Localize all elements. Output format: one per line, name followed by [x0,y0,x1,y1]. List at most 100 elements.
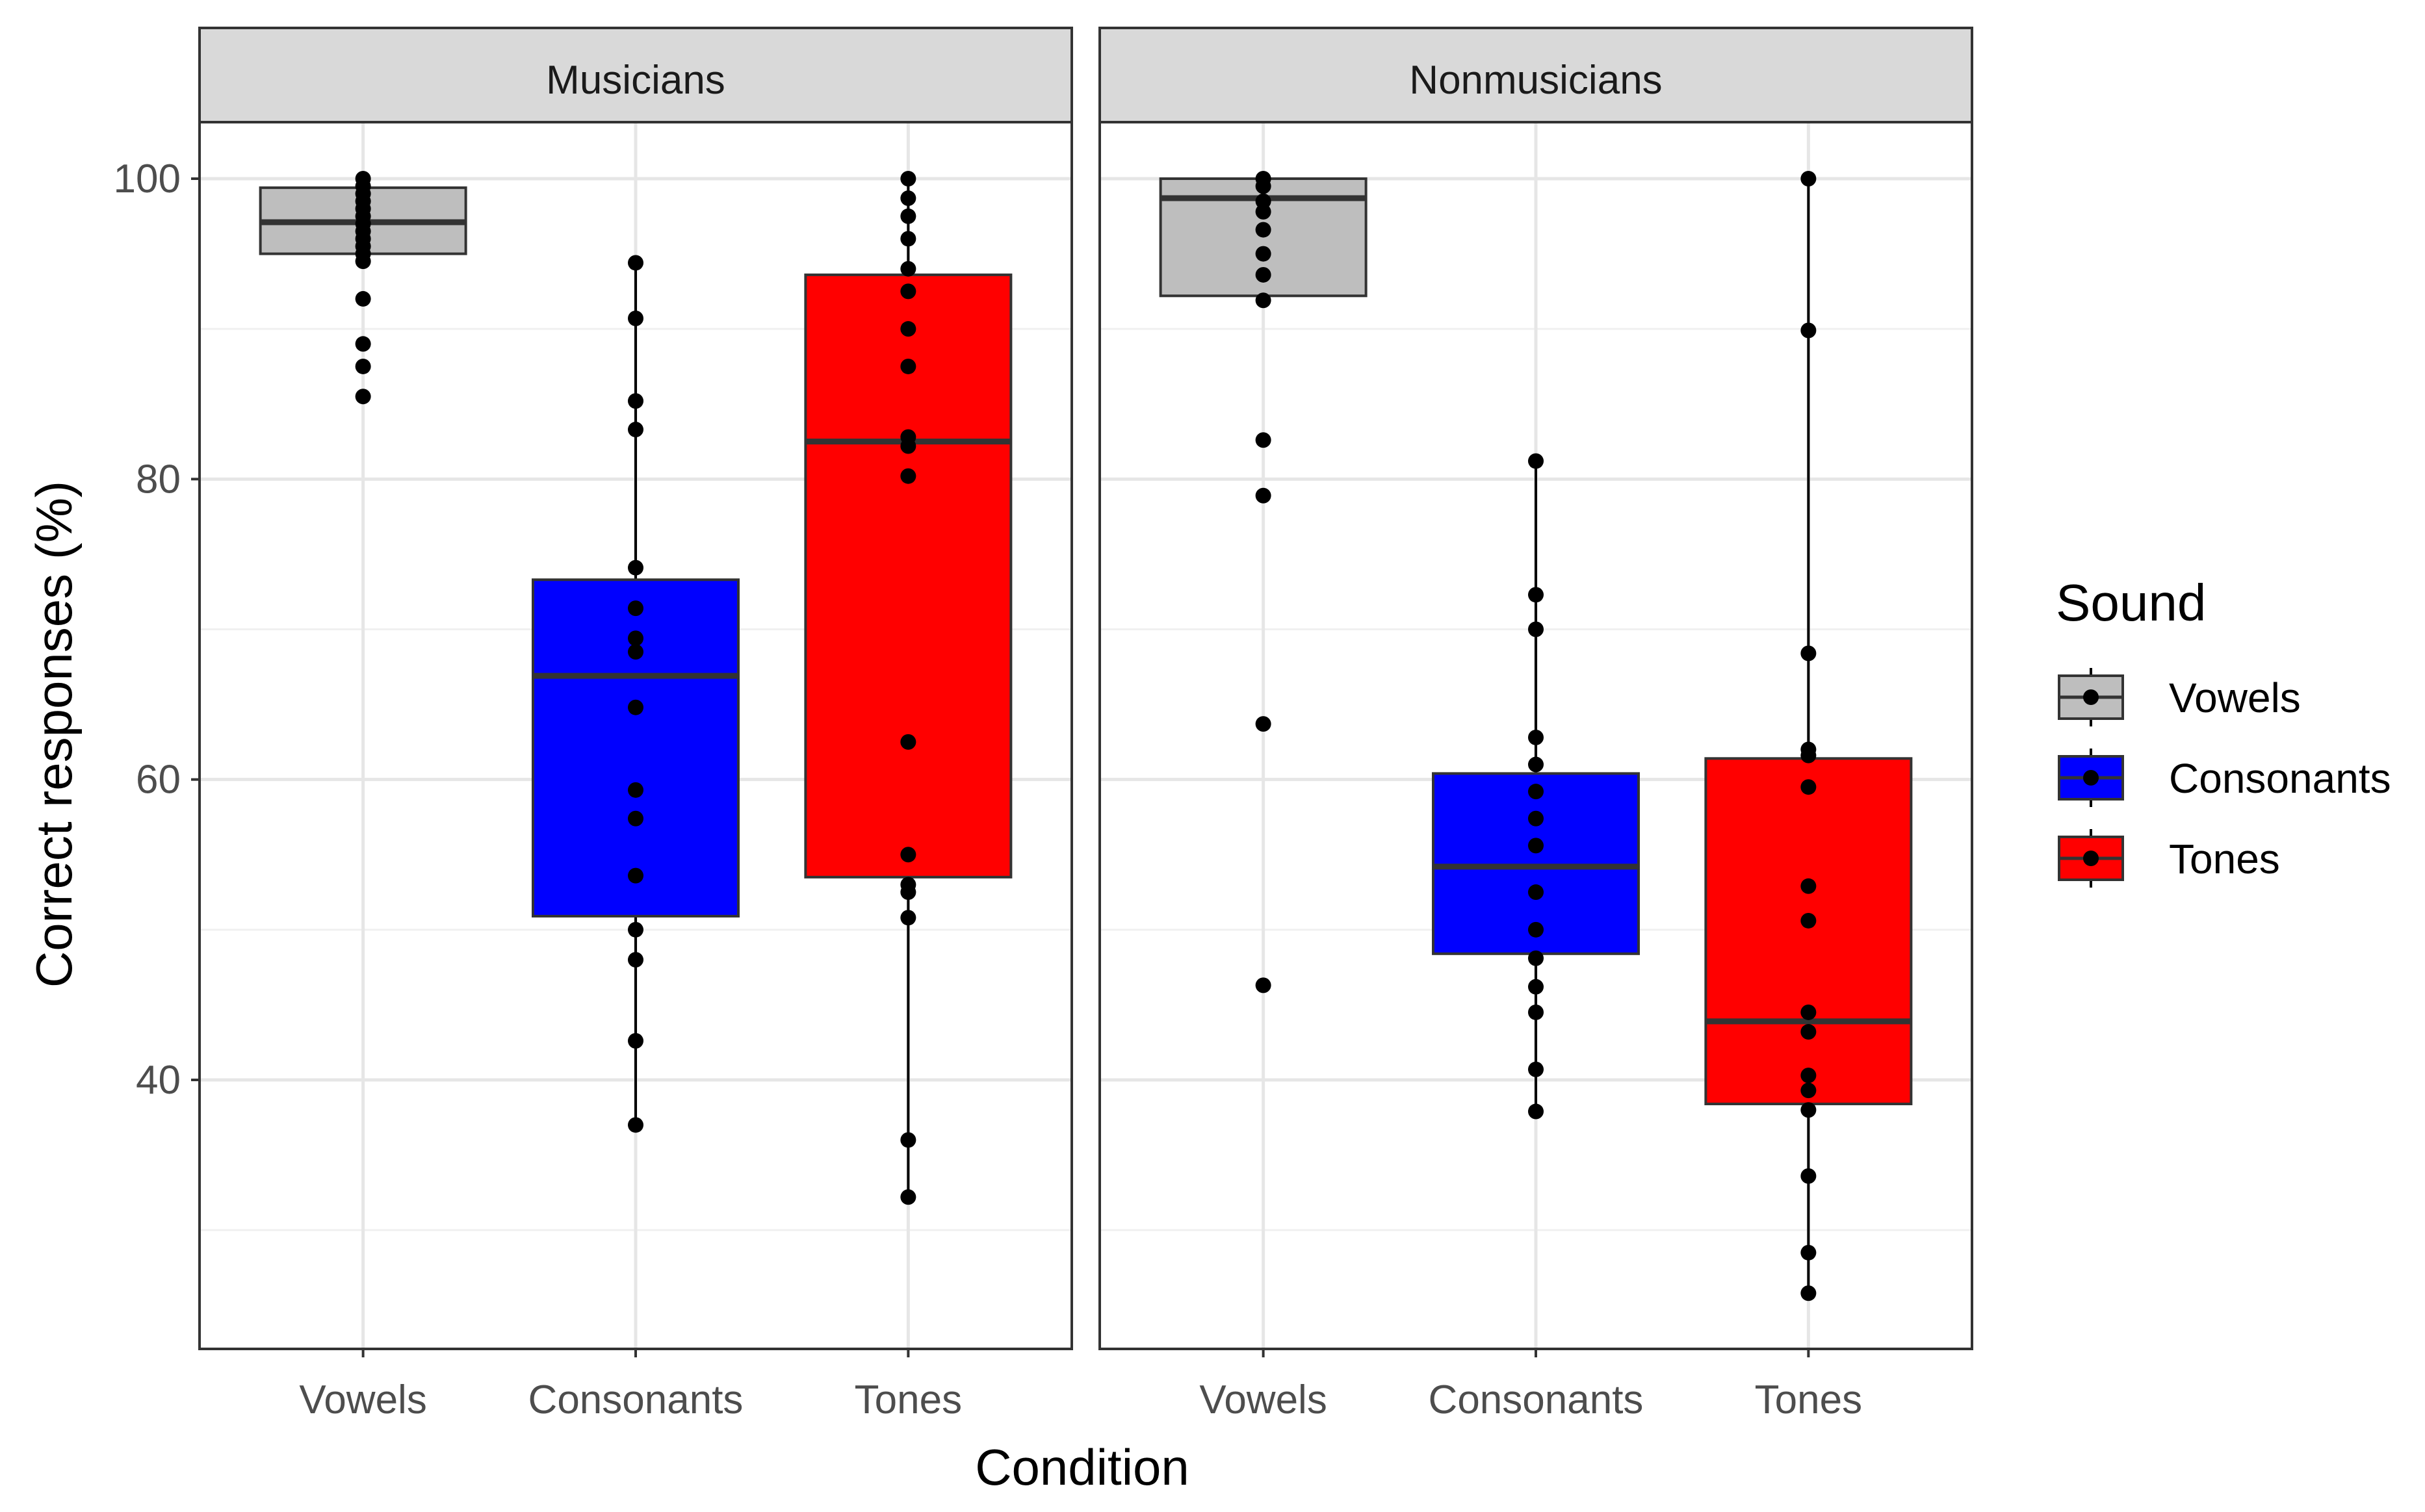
legend-label-vowels: Vowels [2169,674,2301,721]
point-musicians-tones-12 [900,847,916,863]
point-musicians-tones-10 [900,468,916,484]
x-tick-label-musicians-consonants: Consonants [528,1377,744,1422]
point-musicians-tones-17 [900,1189,916,1205]
point-nonmusicians-vowels-5 [1255,246,1271,262]
point-musicians-consonants-12 [628,921,643,938]
point-musicians-tones-2 [900,208,916,224]
point-musicians-consonants-0 [628,255,643,271]
point-musicians-consonants-7 [628,644,643,660]
point-nonmusicians-consonants-5 [1528,784,1544,800]
y-tick-label-100: 100 [114,157,181,201]
point-musicians-tones-15 [900,910,916,926]
point-nonmusicians-consonants-9 [1528,921,1544,938]
point-musicians-tones-3 [900,231,916,247]
point-musicians-tones-5 [900,283,916,300]
point-musicians-vowels-13 [355,336,371,352]
point-musicians-consonants-10 [628,810,643,826]
x-axis-title: Condition [975,1439,1189,1496]
point-musicians-consonants-14 [628,1032,643,1049]
point-nonmusicians-consonants-2 [1528,621,1544,637]
point-nonmusicians-tones-1 [1800,322,1817,339]
point-nonmusicians-tones-8 [1800,1004,1817,1020]
box-musicians-consonants [532,578,740,918]
strip-nonmusicians [1098,27,1973,123]
point-nonmusicians-tones-6 [1800,878,1817,894]
point-musicians-tones-16 [900,1132,916,1148]
point-musicians-vowels-15 [355,389,371,405]
point-nonmusicians-tones-13 [1800,1168,1817,1184]
point-nonmusicians-vowels-10 [1255,716,1271,732]
point-nonmusicians-consonants-11 [1528,979,1544,995]
point-nonmusicians-consonants-13 [1528,1061,1544,1077]
y-tick-label-40: 40 [136,1058,181,1103]
x-tick-label-nonmusicians-tones: Tones [1755,1377,1862,1422]
panel-musicians: Musicians [198,27,1073,1350]
point-musicians-vowels-14 [355,358,371,374]
point-nonmusicians-tones-11 [1800,1083,1817,1099]
x-tick-label-nonmusicians-consonants: Consonants [1429,1377,1644,1422]
point-nonmusicians-vowels-1 [1255,178,1271,194]
point-nonmusicians-tones-0 [1800,171,1817,186]
legend-keys: Vowels Consonants Tones [2058,668,2391,888]
point-musicians-consonants-5 [628,600,643,617]
y-axis-title: Correct responses (%) [25,481,83,988]
x-tick-label-nonmusicians-vowels: Vowels [1199,1377,1327,1422]
x-tick-label-musicians-tones: Tones [855,1377,962,1422]
point-musicians-consonants-1 [628,310,643,326]
point-nonmusicians-vowels-6 [1255,266,1271,283]
point-nonmusicians-consonants-14 [1528,1103,1544,1120]
point-nonmusicians-tones-9 [1800,1024,1817,1040]
box-nonmusicians-tones [1704,757,1913,1105]
point-nonmusicians-tones-14 [1800,1244,1817,1261]
point-musicians-vowels-11 [355,253,371,270]
point-nonmusicians-consonants-7 [1528,838,1544,854]
point-musicians-tones-14 [900,884,916,901]
point-musicians-consonants-3 [628,422,643,438]
point-musicians-tones-1 [900,190,916,207]
y-axis: 40 60 80 100 [114,157,200,1103]
point-nonmusicians-consonants-1 [1528,587,1544,603]
legend-title: Sound [2056,574,2206,632]
legend: Sound Vowels Consonants Tones [2056,574,2391,888]
point-nonmusicians-tones-2 [1800,645,1817,661]
y-tick-label-80: 80 [136,457,181,502]
legend-point-vowels [2083,689,2099,705]
point-musicians-tones-0 [900,171,916,186]
point-nonmusicians-consonants-10 [1528,950,1544,966]
box-musicians-tones [804,273,1013,878]
point-nonmusicians-consonants-8 [1528,884,1544,901]
point-nonmusicians-tones-15 [1800,1285,1817,1301]
point-nonmusicians-consonants-4 [1528,756,1544,773]
legend-label-tones: Tones [2169,836,2280,882]
point-nonmusicians-vowels-7 [1255,292,1271,309]
point-musicians-tones-7 [900,358,916,374]
point-musicians-consonants-11 [628,867,643,884]
x-axis: Vowels Consonants Tones Vowels Consonants Ton… [299,1349,1862,1422]
point-musicians-consonants-2 [628,393,643,409]
panel-nonmusicians: Nonmusicians [1098,27,1973,1350]
strip-musicians [198,27,1073,123]
legend-point-consonants [2083,770,2099,786]
boxes-musicians [259,171,1013,1205]
point-musicians-tones-9 [900,438,916,454]
point-nonmusicians-consonants-3 [1528,729,1544,745]
point-musicians-consonants-15 [628,1117,643,1133]
strip-label-musicians: Musicians [546,58,725,103]
point-nonmusicians-consonants-6 [1528,810,1544,826]
legend-label-consonants: Consonants [2169,755,2391,802]
strip-label-nonmusicians: Nonmusicians [1409,58,1662,103]
point-musicians-consonants-9 [628,782,643,798]
legend-point-tones [2083,851,2099,866]
point-musicians-consonants-8 [628,699,643,715]
point-nonmusicians-tones-10 [1800,1068,1817,1084]
point-nonmusicians-consonants-0 [1528,453,1544,469]
point-nonmusicians-tones-12 [1800,1102,1817,1118]
point-musicians-tones-6 [900,321,916,337]
point-nonmusicians-vowels-11 [1255,977,1271,993]
point-nonmusicians-vowels-8 [1255,432,1271,448]
point-musicians-consonants-13 [628,952,643,968]
point-nonmusicians-tones-5 [1800,779,1817,795]
boxes-nonmusicians [1159,171,1913,1301]
y-tick-label-60: 60 [136,758,181,802]
